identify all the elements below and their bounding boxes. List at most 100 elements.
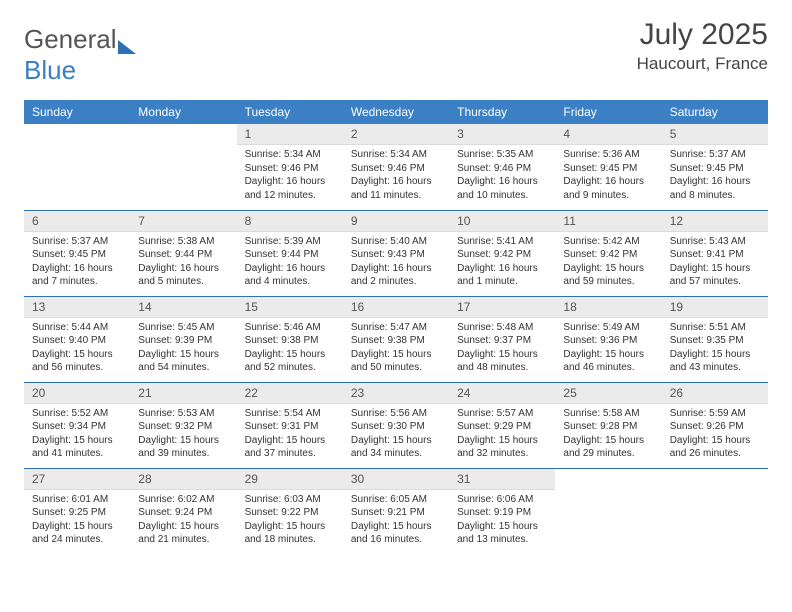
calendar-cell: 30Sunrise: 6:05 AMSunset: 9:21 PMDayligh… (343, 468, 449, 554)
sunrise-line: Sunrise: 5:54 AM (245, 407, 335, 421)
day-content: Sunrise: 5:37 AMSunset: 9:45 PMDaylight:… (24, 232, 130, 293)
sunset-line: Sunset: 9:22 PM (245, 506, 335, 520)
day-content: Sunrise: 5:56 AMSunset: 9:30 PMDaylight:… (343, 404, 449, 465)
calendar-cell: 20Sunrise: 5:52 AMSunset: 9:34 PMDayligh… (24, 382, 130, 468)
calendar-cell: 31Sunrise: 6:06 AMSunset: 9:19 PMDayligh… (449, 468, 555, 554)
day-number: 20 (24, 383, 130, 404)
daylight-line: Daylight: 15 hours and 41 minutes. (32, 434, 122, 461)
title-block: July 2025 Haucourt, France (637, 18, 768, 74)
calendar-cell-empty: .. (555, 468, 661, 554)
day-number: 8 (237, 211, 343, 232)
sunset-line: Sunset: 9:35 PM (670, 334, 760, 348)
day-content: Sunrise: 6:01 AMSunset: 9:25 PMDaylight:… (24, 490, 130, 551)
sunset-line: Sunset: 9:45 PM (563, 162, 653, 176)
day-content: Sunrise: 6:05 AMSunset: 9:21 PMDaylight:… (343, 490, 449, 551)
calendar-body: ....1Sunrise: 5:34 AMSunset: 9:46 PMDayl… (24, 124, 768, 554)
sunset-line: Sunset: 9:24 PM (138, 506, 228, 520)
day-content: Sunrise: 6:03 AMSunset: 9:22 PMDaylight:… (237, 490, 343, 551)
weekday-header-row: SundayMondayTuesdayWednesdayThursdayFrid… (24, 100, 768, 124)
calendar-cell: 14Sunrise: 5:45 AMSunset: 9:39 PMDayligh… (130, 296, 236, 382)
calendar-cell: 13Sunrise: 5:44 AMSunset: 9:40 PMDayligh… (24, 296, 130, 382)
calendar-cell: 12Sunrise: 5:43 AMSunset: 9:41 PMDayligh… (662, 210, 768, 296)
day-number: 11 (555, 211, 661, 232)
calendar-cell: 29Sunrise: 6:03 AMSunset: 9:22 PMDayligh… (237, 468, 343, 554)
sunset-line: Sunset: 9:19 PM (457, 506, 547, 520)
daylight-line: Daylight: 16 hours and 9 minutes. (563, 175, 653, 202)
weekday-header: Monday (130, 100, 236, 124)
sunrise-line: Sunrise: 5:47 AM (351, 321, 441, 335)
day-content: Sunrise: 5:51 AMSunset: 9:35 PMDaylight:… (662, 318, 768, 379)
day-number: 26 (662, 383, 768, 404)
day-content: Sunrise: 5:52 AMSunset: 9:34 PMDaylight:… (24, 404, 130, 465)
day-content: Sunrise: 5:43 AMSunset: 9:41 PMDaylight:… (662, 232, 768, 293)
sunrise-line: Sunrise: 5:53 AM (138, 407, 228, 421)
weekday-header: Tuesday (237, 100, 343, 124)
day-number: 15 (237, 297, 343, 318)
day-content: Sunrise: 5:34 AMSunset: 9:46 PMDaylight:… (343, 145, 449, 206)
day-content: Sunrise: 5:48 AMSunset: 9:37 PMDaylight:… (449, 318, 555, 379)
daylight-line: Daylight: 15 hours and 48 minutes. (457, 348, 547, 375)
sunrise-line: Sunrise: 5:37 AM (670, 148, 760, 162)
header: General Blue July 2025 Haucourt, France (24, 18, 768, 86)
sunset-line: Sunset: 9:40 PM (32, 334, 122, 348)
day-content: Sunrise: 6:06 AMSunset: 9:19 PMDaylight:… (449, 490, 555, 551)
daylight-line: Daylight: 16 hours and 11 minutes. (351, 175, 441, 202)
sunset-line: Sunset: 9:31 PM (245, 420, 335, 434)
calendar-cell: 6Sunrise: 5:37 AMSunset: 9:45 PMDaylight… (24, 210, 130, 296)
day-content: Sunrise: 5:54 AMSunset: 9:31 PMDaylight:… (237, 404, 343, 465)
calendar-cell: 27Sunrise: 6:01 AMSunset: 9:25 PMDayligh… (24, 468, 130, 554)
sunrise-line: Sunrise: 6:03 AM (245, 493, 335, 507)
sunset-line: Sunset: 9:44 PM (245, 248, 335, 262)
calendar-cell: 26 Sunrise: 5:59 AMSunset: 9:26 PMDayligh… (662, 382, 768, 468)
calendar-cell: 16Sunrise: 5:47 AMSunset: 9:38 PMDayligh… (343, 296, 449, 382)
day-content: Sunrise: 5:37 AMSunset: 9:45 PMDaylight:… (662, 145, 768, 206)
calendar-cell-empty: .. (130, 124, 236, 210)
sunset-line: Sunset: 9:32 PM (138, 420, 228, 434)
sunset-line: Sunset: 9:45 PM (32, 248, 122, 262)
daylight-line: Daylight: 15 hours and 18 minutes. (245, 520, 335, 547)
daylight-line: Daylight: 15 hours and 56 minutes. (32, 348, 122, 375)
daylight-line: Daylight: 15 hours and 50 minutes. (351, 348, 441, 375)
daylight-line: Daylight: 15 hours and 24 minutes. (32, 520, 122, 547)
day-number: 14 (130, 297, 236, 318)
sunrise-line: Sunrise: 5:56 AM (351, 407, 441, 421)
weekday-header: Wednesday (343, 100, 449, 124)
sunset-line: Sunset: 9:38 PM (245, 334, 335, 348)
calendar-row: ....1Sunrise: 5:34 AMSunset: 9:46 PMDayl… (24, 124, 768, 210)
daylight-line: Daylight: 15 hours and 37 minutes. (245, 434, 335, 461)
weekday-header: Saturday (662, 100, 768, 124)
daylight-line: Daylight: 15 hours and 57 minutes. (670, 262, 760, 289)
sunset-line: Sunset: 9:46 PM (245, 162, 335, 176)
day-content: Sunrise: 5:57 AMSunset: 9:29 PMDaylight:… (449, 404, 555, 465)
sunrise-line: Sunrise: 5:57 AM (457, 407, 547, 421)
daylight-line: Daylight: 16 hours and 4 minutes. (245, 262, 335, 289)
sunset-line: Sunset: 9:46 PM (457, 162, 547, 176)
day-number: 13 (24, 297, 130, 318)
sunrise-line: Sunrise: 5:37 AM (32, 235, 122, 249)
weekday-header: Thursday (449, 100, 555, 124)
daylight-line: Daylight: 15 hours and 26 minutes. (670, 434, 760, 461)
sunrise-line: Sunrise: 5:41 AM (457, 235, 547, 249)
day-number: 17 (449, 297, 555, 318)
sunset-line: Sunset: 9:28 PM (563, 420, 653, 434)
day-content: Sunrise: 5:41 AMSunset: 9:42 PMDaylight:… (449, 232, 555, 293)
sunset-line: Sunset: 9:38 PM (351, 334, 441, 348)
sunset-line: Sunset: 9:26 PM (670, 420, 760, 434)
daylight-line: Daylight: 16 hours and 1 minute. (457, 262, 547, 289)
day-number: 24 (449, 383, 555, 404)
day-number: 1 (237, 124, 343, 145)
day-content: Sunrise: 5:49 AMSunset: 9:36 PMDaylight:… (555, 318, 661, 379)
day-number: 10 (449, 211, 555, 232)
sunrise-line: Sunrise: 5:59 AM (670, 407, 760, 421)
day-content: Sunrise: 5:42 AMSunset: 9:42 PMDaylight:… (555, 232, 661, 293)
sunset-line: Sunset: 9:29 PM (457, 420, 547, 434)
sunrise-line: Sunrise: 5:51 AM (670, 321, 760, 335)
calendar-cell: 25Sunrise: 5:58 AMSunset: 9:28 PMDayligh… (555, 382, 661, 468)
calendar-cell: 7Sunrise: 5:38 AMSunset: 9:44 PMDaylight… (130, 210, 236, 296)
daylight-line: Daylight: 15 hours and 21 minutes. (138, 520, 228, 547)
daylight-line: Daylight: 15 hours and 39 minutes. (138, 434, 228, 461)
daylight-line: Daylight: 16 hours and 12 minutes. (245, 175, 335, 202)
day-number: 28 (130, 469, 236, 490)
day-content: Sunrise: 5:53 AMSunset: 9:32 PMDaylight:… (130, 404, 236, 465)
sunrise-line: Sunrise: 5:49 AM (563, 321, 653, 335)
